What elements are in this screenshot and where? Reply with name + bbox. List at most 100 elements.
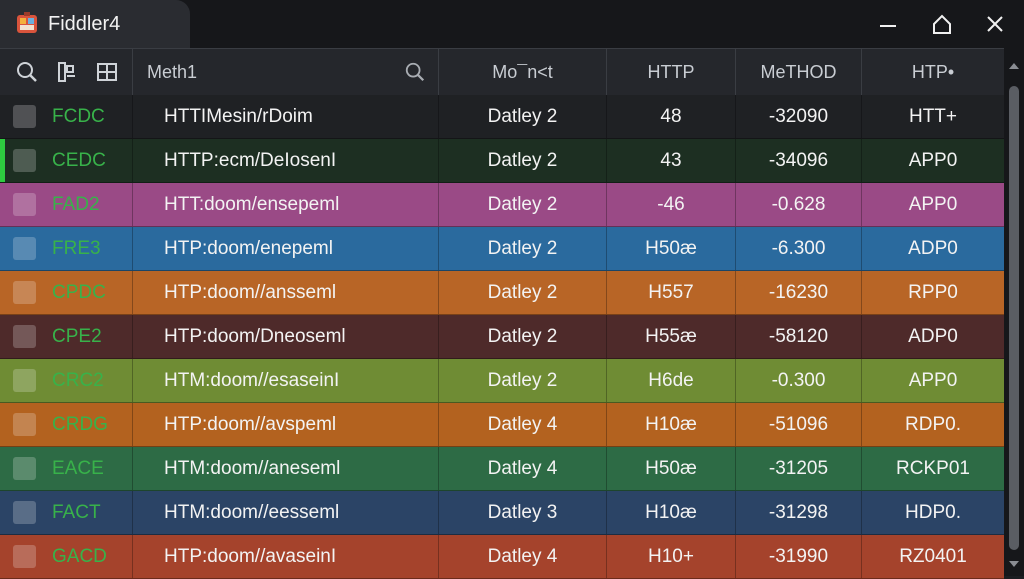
session-row[interactable]: CRDG HTP:doom//avspeml Datley 4 H10æ -51096 R… [0,403,1004,447]
minimize-icon[interactable] [870,8,906,40]
session-http: H10æ [606,491,735,534]
vertical-scrollbar[interactable] [1004,48,1024,576]
column-header-monitor[interactable]: Mo¯n<t [438,49,606,95]
session-protocol: ADP0 [861,227,1004,270]
session-id: FRE3 [52,238,101,259]
session-http: H6de [606,359,735,402]
session-method: -6.300 [735,227,861,270]
session-monitor: Datley 2 [438,95,606,138]
session-http: 48 [606,95,735,138]
row-checkbox[interactable] [0,227,46,270]
row-checkbox[interactable] [0,403,46,446]
session-row[interactable]: FRE3 HTP:doom/enepeml Datley 2 H50æ -6.300 AD… [0,227,1004,271]
session-row[interactable]: CPE2 HTP:doom/Dneoseml Datley 2 H55æ -58120 A… [0,315,1004,359]
session-monitor: Datley 4 [438,403,606,446]
row-checkbox[interactable] [0,183,46,226]
close-icon[interactable] [977,8,1013,40]
session-id: CEDC [52,150,106,171]
session-id: FACT [52,502,101,523]
row-checkbox[interactable] [0,95,46,138]
home-maximize-icon[interactable] [924,8,960,40]
session-id: CPDC [52,282,106,303]
fiddler-app-icon [16,12,38,34]
column-header-http[interactable]: HTTP [606,49,735,95]
session-id: CRDG [52,414,108,435]
session-http: H10æ [606,403,735,446]
session-row[interactable]: FCDC HTTIMesin/rDoim Datley 2 48 -32090 HTT+ [0,95,1004,139]
session-row[interactable]: GACD HTP:doom//avaseinI Datley 4 H10+ -31990… [0,535,1004,579]
session-row[interactable]: FAD2 HTT:doom/ensepeml Datley 2 -46 -0.628 AP… [0,183,1004,227]
row-checkbox[interactable] [0,359,46,402]
search-icon[interactable] [402,59,428,85]
filter-split-icon[interactable] [54,59,80,85]
session-http: H50æ [606,227,735,270]
session-protocol: APP0 [861,139,1004,182]
checkbox-square [13,281,36,304]
session-method: -34096 [735,139,861,182]
session-list: FCDC HTTIMesin/rDoim Datley 2 48 -32090 HTT+ C… [0,95,1004,579]
column-header-label: MeTHOD [760,62,837,82]
session-url: HTP:doom//avaseinI [132,535,438,578]
row-checkbox[interactable] [0,447,46,490]
row-checkbox[interactable] [0,491,46,534]
column-header-label: Meth1 [147,62,198,82]
column-header-http-2[interactable]: HTP• [861,49,1004,95]
column-header-label: HTTP [647,62,695,82]
session-protocol: ADP0 [861,315,1004,358]
session-http: H50æ [606,447,735,490]
column-header-row: Meth1 Mo¯n<t HTTP MeTHOD HTP• [0,48,1004,96]
row-checkbox[interactable] [0,315,46,358]
search-icon[interactable] [14,59,40,85]
session-row[interactable]: CRC2 HTM:doom//esaseinI Datley 2 H6de -0.300… [0,359,1004,403]
column-header-method[interactable]: Meth1 [132,49,438,95]
app-title: Fiddler4 [48,13,121,35]
session-protocol: APP0 [861,183,1004,226]
session-id: EACE [52,458,104,479]
session-url: HTP:doom/enepeml [132,227,438,270]
session-url: HTM:doom//eesseml [132,491,438,534]
session-method: -32090 [735,95,861,138]
session-monitor: Datley 4 [438,535,606,578]
session-monitor: Datley 2 [438,359,606,402]
session-protocol: HDP0. [861,491,1004,534]
inspect-grid-icon[interactable] [94,59,120,85]
checkbox-square [13,457,36,480]
checkbox-square [13,413,36,436]
session-http: H10+ [606,535,735,578]
checkbox-square [13,149,36,172]
row-checkbox[interactable] [0,535,46,578]
session-method: -0.628 [735,183,861,226]
session-url: HTT:doom/ensepeml [132,183,438,226]
column-header-method-2[interactable]: MeTHOD [735,49,861,95]
session-method: -0.300 [735,359,861,402]
session-monitor: Datley 2 [438,227,606,270]
session-id: FAD2 [52,194,100,215]
session-row[interactable]: EACE HTM:doom//aneseml Datley 4 H50æ -31205 R… [0,447,1004,491]
row-checkbox[interactable] [0,271,46,314]
session-id: FCDC [52,106,105,127]
session-url: HTTIMesin/rDoim [132,95,438,138]
scroll-thumb[interactable] [1009,86,1019,550]
session-row[interactable]: FACT HTM:doom//eesseml Datley 3 H10æ -31298 H… [0,491,1004,535]
session-protocol: RPP0 [861,271,1004,314]
checkbox-square [13,237,36,260]
session-monitor: Datley 4 [438,447,606,490]
scroll-up-icon[interactable] [1008,60,1020,72]
session-method: -58120 [735,315,861,358]
session-http: -46 [606,183,735,226]
scroll-down-icon[interactable] [1008,558,1020,570]
app-tab[interactable]: Fiddler4 [0,0,190,48]
checkbox-square [13,193,36,216]
session-id: GACD [52,546,107,567]
session-id: CRC2 [52,370,104,391]
session-method: -31205 [735,447,861,490]
session-row[interactable]: CEDC HTTP:ecm/DeIosenI Datley 2 43 -34096 APP… [0,139,1004,183]
session-method: -16230 [735,271,861,314]
session-http: 43 [606,139,735,182]
session-row[interactable]: CPDC HTP:doom//ansseml Datley 2 H557 -16230 R… [0,271,1004,315]
session-method: -31990 [735,535,861,578]
row-checkbox[interactable] [0,139,46,182]
session-protocol: HTT+ [861,95,1004,138]
session-url: HTM:doom//aneseml [132,447,438,490]
